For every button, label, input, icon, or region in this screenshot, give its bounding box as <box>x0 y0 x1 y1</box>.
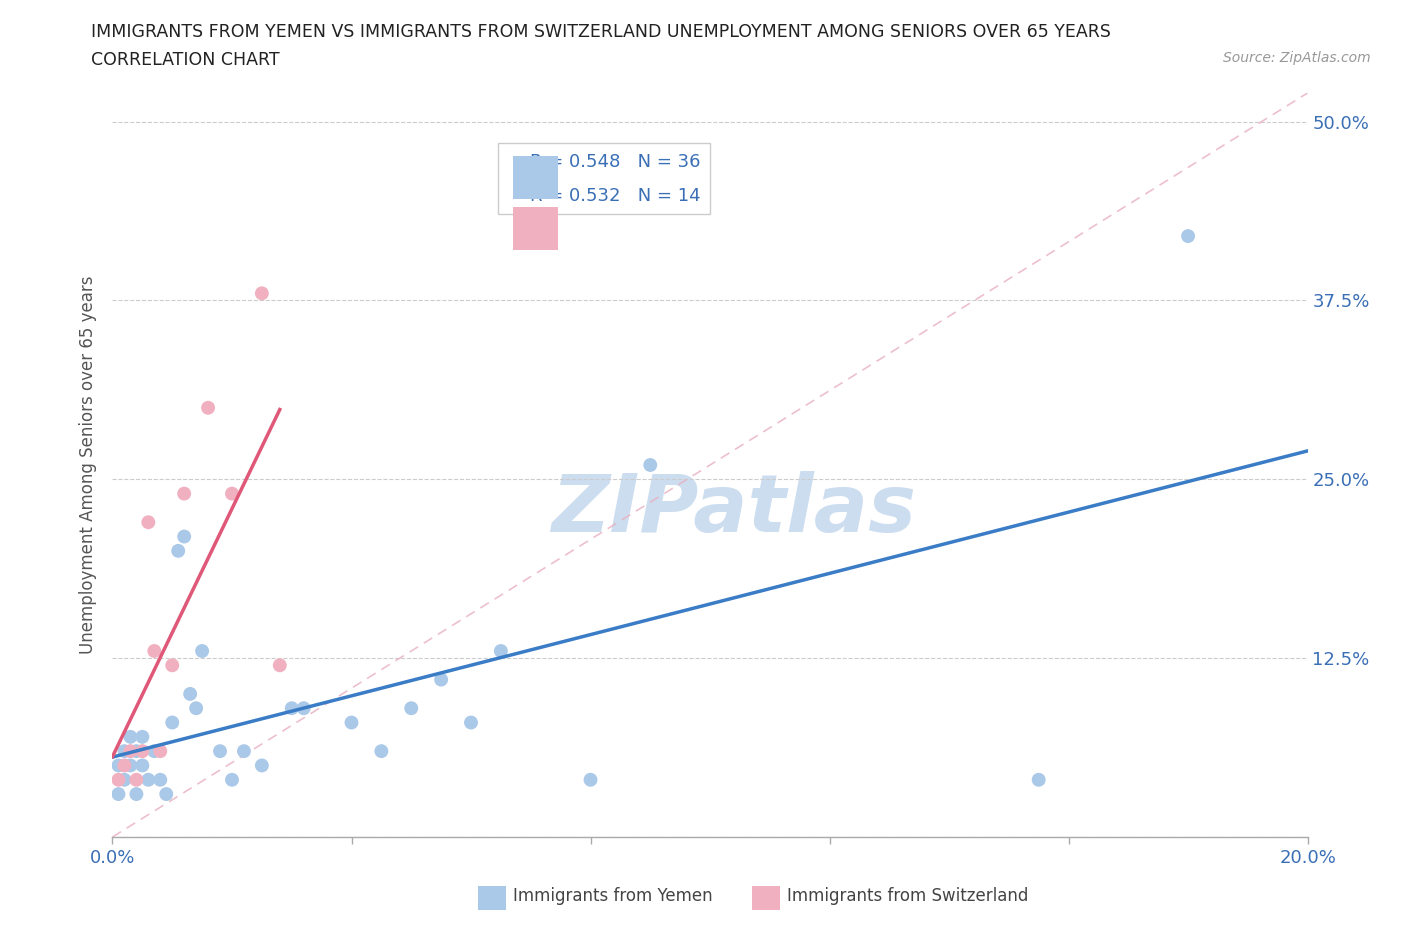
Point <box>131 729 153 744</box>
Point <box>197 400 219 415</box>
Point <box>250 758 273 773</box>
Point <box>125 787 148 802</box>
Point <box>107 787 129 802</box>
Point <box>114 758 135 773</box>
Point <box>149 744 172 759</box>
Point <box>640 458 662 472</box>
Point <box>120 729 142 744</box>
Point <box>179 686 201 701</box>
Point <box>233 744 256 759</box>
Point <box>250 286 273 300</box>
Point <box>460 715 482 730</box>
Point <box>155 787 177 802</box>
Point <box>131 758 153 773</box>
Point <box>401 701 423 716</box>
FancyBboxPatch shape <box>513 156 558 199</box>
Text: Source: ZipAtlas.com: Source: ZipAtlas.com <box>1223 51 1371 65</box>
Point <box>173 529 195 544</box>
Point <box>114 744 135 759</box>
Point <box>143 644 166 658</box>
Text: ZIPatlas: ZIPatlas <box>551 471 917 549</box>
Text: CORRELATION CHART: CORRELATION CHART <box>91 51 280 69</box>
Text: IMMIGRANTS FROM YEMEN VS IMMIGRANTS FROM SWITZERLAND UNEMPLOYMENT AMONG SENIORS : IMMIGRANTS FROM YEMEN VS IMMIGRANTS FROM… <box>91 23 1111 41</box>
Point <box>107 772 129 787</box>
Point <box>209 744 232 759</box>
Point <box>186 701 208 716</box>
Point <box>221 772 243 787</box>
Point <box>340 715 363 730</box>
Point <box>489 644 512 658</box>
Point <box>107 758 129 773</box>
Point <box>125 744 148 759</box>
Point <box>191 644 214 658</box>
Point <box>173 486 195 501</box>
Point <box>149 772 172 787</box>
Point <box>1177 229 1199 244</box>
Point <box>167 543 190 558</box>
Point <box>120 758 142 773</box>
Point <box>143 744 166 759</box>
Y-axis label: Unemployment Among Seniors over 65 years: Unemployment Among Seniors over 65 years <box>79 276 97 654</box>
FancyBboxPatch shape <box>513 206 558 250</box>
Point <box>162 715 183 730</box>
Point <box>1028 772 1050 787</box>
Point <box>281 701 304 716</box>
Text: Immigrants from Yemen: Immigrants from Yemen <box>513 886 713 905</box>
Text: Immigrants from Switzerland: Immigrants from Switzerland <box>787 886 1029 905</box>
Point <box>138 515 160 530</box>
Point <box>370 744 392 759</box>
Point <box>120 744 142 759</box>
Point <box>138 772 160 787</box>
Text: R = 0.548   N = 36
    R = 0.532   N = 14: R = 0.548 N = 36 R = 0.532 N = 14 <box>508 153 700 206</box>
Point <box>221 486 243 501</box>
Point <box>125 772 148 787</box>
Point <box>162 658 183 672</box>
Point <box>114 772 135 787</box>
Point <box>131 744 153 759</box>
Point <box>430 672 453 687</box>
Point <box>579 772 602 787</box>
Point <box>292 701 315 716</box>
Point <box>269 658 291 672</box>
